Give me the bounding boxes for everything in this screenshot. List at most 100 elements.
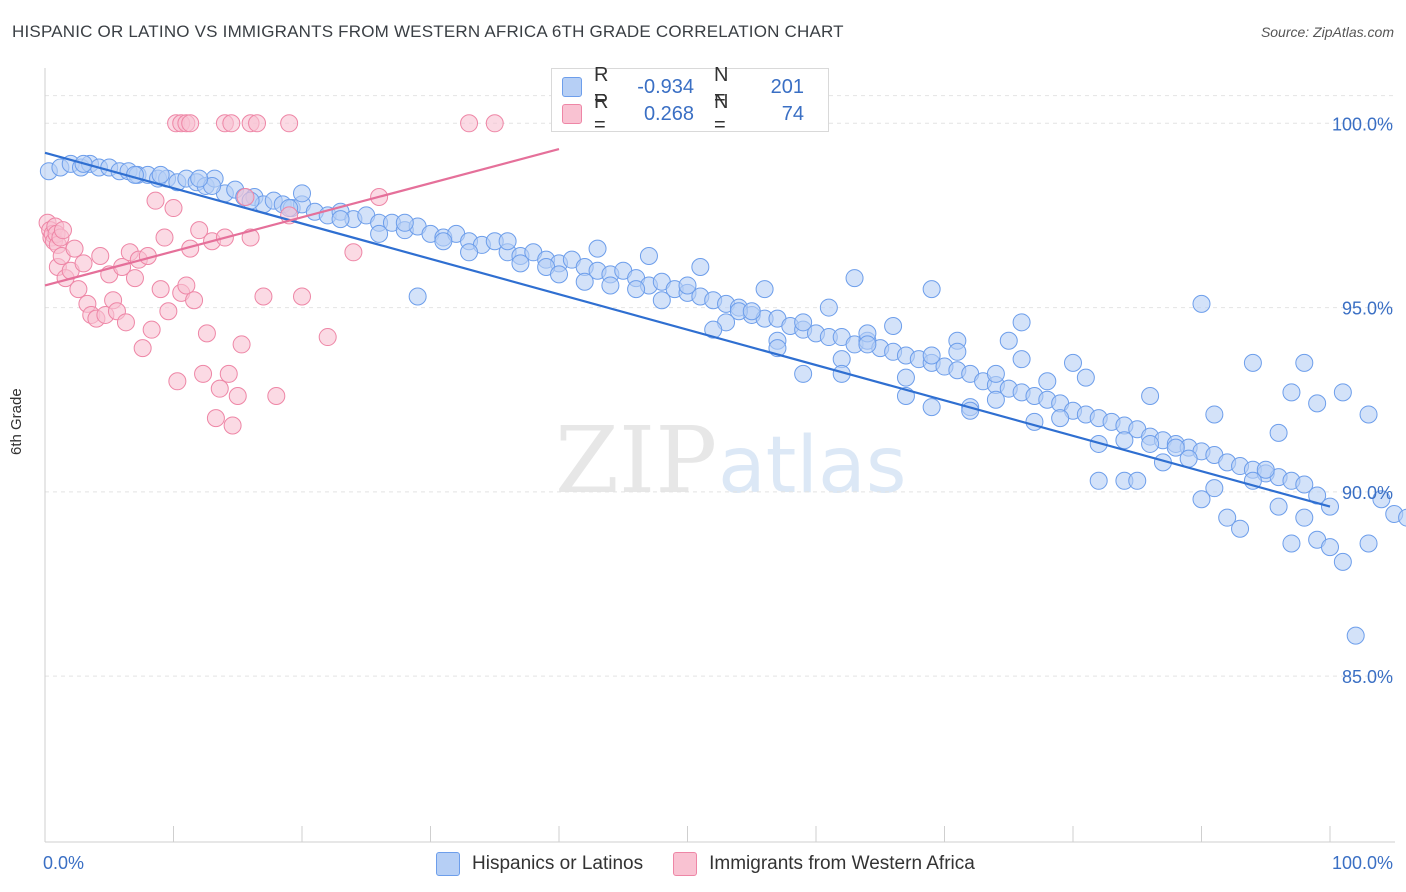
western-africa-point xyxy=(125,269,144,288)
n-label: N = xyxy=(714,64,729,109)
hispanics-point xyxy=(1064,353,1082,372)
r-label: R = xyxy=(594,91,609,136)
hispanics-point xyxy=(922,280,941,299)
hispanics-point xyxy=(1282,383,1301,402)
hispanics-point xyxy=(1231,519,1250,538)
stats-legend: R = -0.934 N = 201 R = 0.268 N = 74 xyxy=(551,64,829,136)
hispanics-point xyxy=(1398,508,1406,527)
hispanics-point xyxy=(1192,490,1211,509)
hispanics-point xyxy=(1308,394,1327,413)
western-africa-point xyxy=(228,387,247,406)
hispanics-point xyxy=(575,272,594,291)
hispanics-point xyxy=(1359,405,1378,424)
hispanics-point xyxy=(1141,434,1160,453)
hispanics-point xyxy=(1038,372,1057,391)
hispanics-point xyxy=(1205,479,1224,498)
western-africa-point xyxy=(344,243,363,262)
hispanics-point xyxy=(588,239,607,258)
hispanics-point xyxy=(652,291,671,310)
legend-item-western-africa[interactable]: Immigrants from Western Africa xyxy=(673,852,975,876)
hispanics-point xyxy=(1128,471,1147,490)
r-label: R = xyxy=(594,64,609,109)
chart-title: HISPANIC OR LATINO VS IMMIGRANTS FROM WE… xyxy=(12,22,844,41)
western-africa-point xyxy=(485,114,504,133)
hispanics-point xyxy=(794,364,813,383)
western-africa-point xyxy=(181,114,200,133)
hispanics-point xyxy=(986,364,1005,383)
axes xyxy=(44,68,1395,843)
western-africa-point xyxy=(219,364,238,383)
legend-swatch-pink xyxy=(673,852,698,876)
western-africa-point xyxy=(142,320,161,339)
western-africa-point xyxy=(190,221,209,240)
western-africa-point xyxy=(194,364,213,383)
hispanics-point xyxy=(190,169,209,188)
hispanics-point xyxy=(408,287,427,306)
western-africa-point xyxy=(164,199,183,218)
stats-row-hispanics: R = -0.934 N = 201 xyxy=(562,64,804,109)
hispanics-point xyxy=(601,276,620,295)
hispanics-point xyxy=(845,269,864,288)
hispanics-point xyxy=(331,210,350,229)
hispanics-point xyxy=(1012,313,1031,332)
western-africa-point xyxy=(223,416,242,435)
western-africa-point xyxy=(232,335,251,354)
y-tick-label: 100.0% xyxy=(1332,114,1393,134)
hispanics-point xyxy=(1269,423,1288,442)
hispanics-point xyxy=(1051,409,1070,428)
western-africa-point xyxy=(53,221,72,240)
western-africa-point xyxy=(206,409,225,428)
y-tick-label: 85.0% xyxy=(1342,667,1393,687)
western-africa-point xyxy=(318,328,337,347)
western-africa-point xyxy=(133,339,152,358)
swatch-pink xyxy=(562,104,582,124)
series-legend: Hispanics or Latinos Immigrants from Wes… xyxy=(436,852,1005,876)
hispanics-point xyxy=(498,232,517,251)
legend-item-hispanics[interactable]: Hispanics or Latinos xyxy=(436,852,643,876)
western-africa-point xyxy=(185,291,204,310)
hispanics-point xyxy=(639,246,658,265)
western-africa-point xyxy=(460,114,479,133)
western-africa-point xyxy=(168,372,187,391)
grid-lines xyxy=(45,95,1395,677)
western-africa-point xyxy=(241,228,260,247)
series-western-africa-points xyxy=(38,114,504,435)
watermark-zip: ZIP xyxy=(555,407,717,514)
hispanics-point xyxy=(1295,475,1314,494)
western-africa-point xyxy=(91,246,110,265)
n-label: N = xyxy=(714,91,729,136)
trend-lines xyxy=(44,148,1331,508)
western-africa-point xyxy=(293,287,311,306)
hispanics-point xyxy=(742,302,761,321)
hispanics-point xyxy=(370,224,389,243)
stats-row-western-africa: R = 0.268 N = 74 xyxy=(562,91,804,136)
hispanics-point xyxy=(1115,431,1134,450)
hispanics-point xyxy=(1256,460,1275,479)
swatch-blue xyxy=(562,77,582,97)
western-africa-point xyxy=(222,114,241,133)
western-africa-point xyxy=(254,287,273,306)
hispanics-point xyxy=(1141,387,1160,406)
hispanics-point xyxy=(922,346,941,365)
hispanics-point xyxy=(691,258,710,277)
hispanics-point xyxy=(550,265,568,284)
hispanics-point xyxy=(1346,626,1365,645)
western-africa-point xyxy=(159,302,178,321)
hispanics-point xyxy=(1269,497,1288,516)
series-hispanics-points xyxy=(39,154,1406,645)
source-credit: Source: ZipAtlas.com xyxy=(1260,24,1394,40)
western-africa-point xyxy=(69,280,88,299)
legend-label: Hispanics or Latinos xyxy=(472,853,644,874)
hispanics-point xyxy=(1243,353,1262,372)
western-africa-point xyxy=(236,188,255,206)
hispanics-point xyxy=(999,331,1018,350)
hispanics-point xyxy=(1218,508,1237,527)
western-africa-point xyxy=(151,280,170,299)
hispanics-point xyxy=(1012,350,1031,369)
watermark-atlas: atlas xyxy=(718,421,907,511)
hispanics-point xyxy=(896,368,915,387)
western-africa-point xyxy=(267,387,286,406)
hispanics-point xyxy=(1359,534,1378,553)
hispanics-point xyxy=(460,243,479,262)
